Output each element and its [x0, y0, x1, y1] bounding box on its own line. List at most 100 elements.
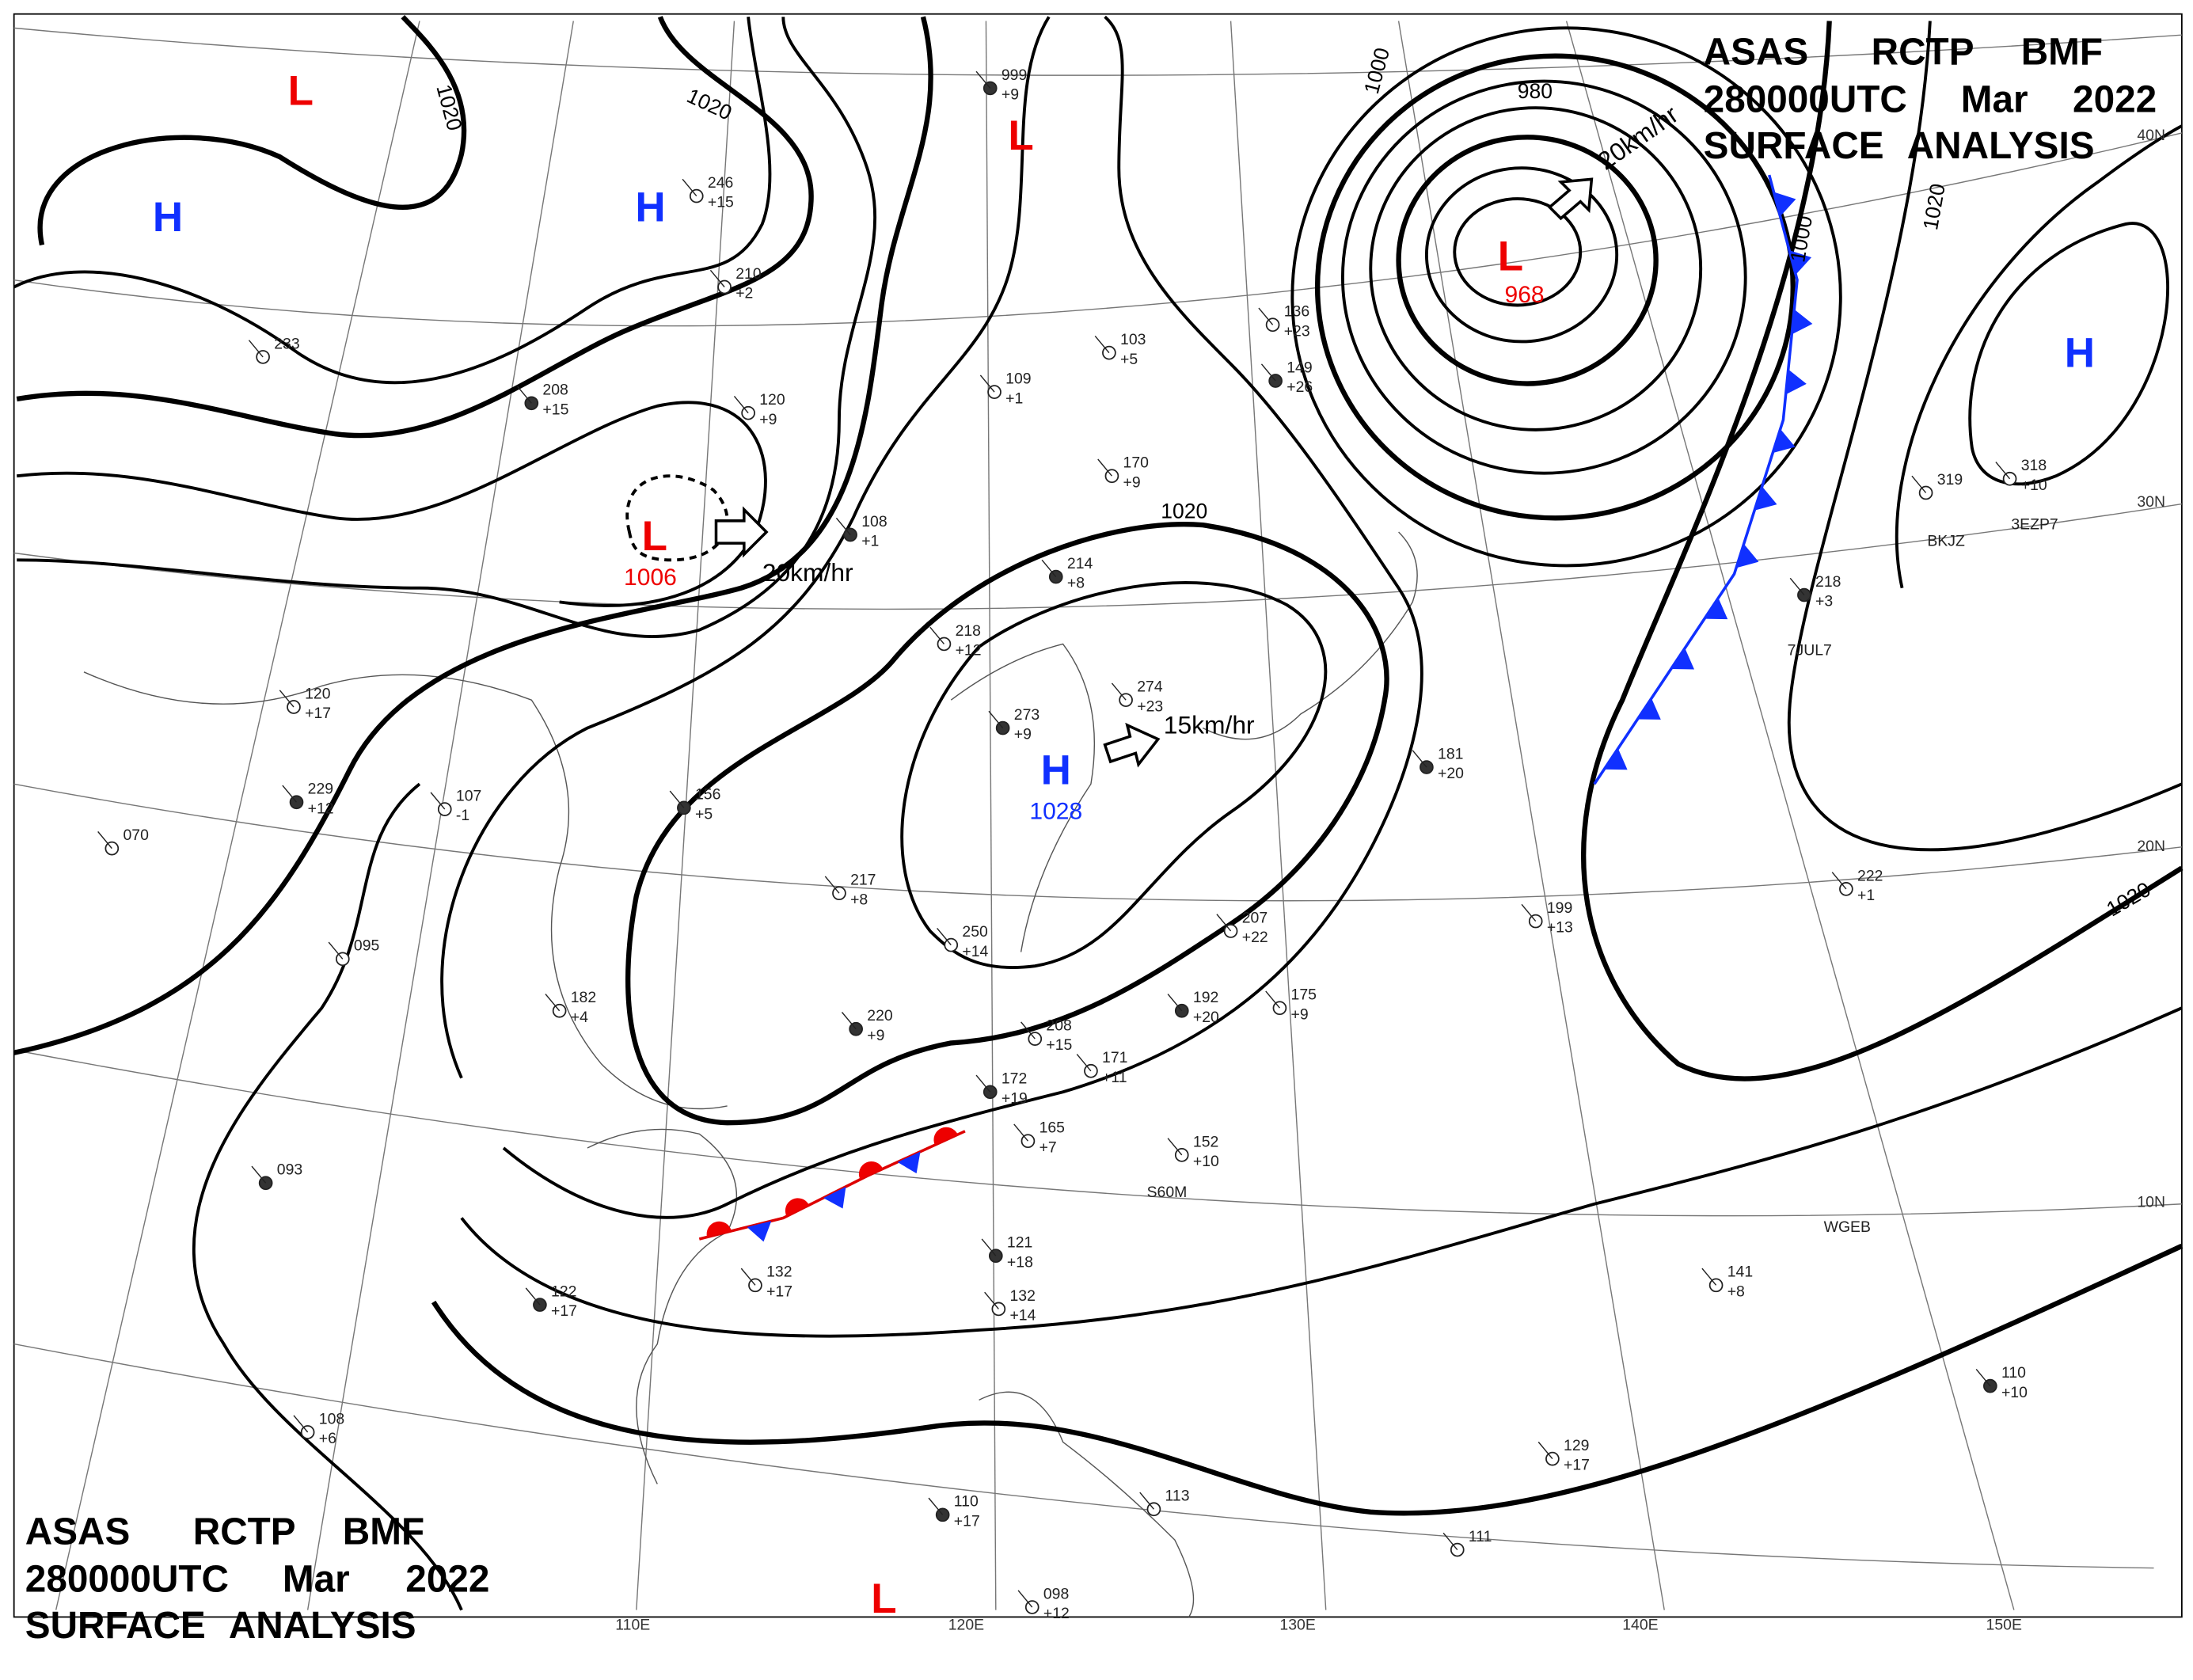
- station-pressure: 273: [1014, 706, 1039, 724]
- station-wind: [545, 994, 561, 1012]
- station-pressure: 107: [456, 787, 481, 804]
- geo-labels: 40N 30N 20N 10N 110E 120E 130E 140E 150E…: [615, 127, 2165, 1634]
- isobar: [192, 782, 463, 1611]
- station-wind: [733, 395, 749, 414]
- isobar: [431, 1243, 2183, 1516]
- station-pressure: 182: [571, 989, 596, 1006]
- isobar: [1895, 124, 2183, 589]
- cold-front: [1593, 174, 1799, 785]
- cold-front-barb: [897, 1151, 921, 1174]
- header-text: ASAS: [25, 1511, 131, 1553]
- latitude-label: 40N: [2137, 127, 2165, 144]
- isobar-label: 980: [1518, 79, 1553, 103]
- station-pressure: 132: [1009, 1287, 1035, 1305]
- station-circle: [1146, 1502, 1161, 1517]
- pressure-systems: H H H 1028 H L L L 1006 L 968 L: [153, 68, 2095, 1623]
- station-wind: [1521, 903, 1537, 922]
- low-rings: [1290, 26, 1842, 568]
- station-wind: [97, 830, 112, 850]
- station-tendency: +20: [1438, 765, 1464, 782]
- station-wind: [1831, 872, 1847, 890]
- low-marker: L: [871, 1575, 896, 1622]
- station-wind: [293, 1415, 309, 1433]
- station-pressure: 214: [1067, 555, 1093, 572]
- station-tendency: +14: [962, 943, 988, 960]
- cold-front-barb: [1789, 250, 1812, 275]
- header-text: 2022: [2073, 78, 2157, 120]
- station-wind: [430, 792, 446, 810]
- isobar: [37, 15, 467, 246]
- ship-code: S60M: [1147, 1184, 1188, 1201]
- cold-front-barb: [1785, 369, 1807, 395]
- warm-front-semicircle: [858, 1161, 884, 1180]
- header-text: BMF: [343, 1511, 424, 1553]
- motion-arrow: [714, 506, 769, 558]
- station-tendency: +8: [850, 891, 868, 908]
- station-wind: [248, 340, 264, 358]
- station-circle: [552, 1003, 567, 1018]
- station-pressure: 103: [1120, 331, 1146, 348]
- station-pressure: 129: [1564, 1437, 1589, 1454]
- station-wind: [835, 517, 851, 535]
- high-marker: H: [2065, 329, 2095, 376]
- station-wind: [1094, 335, 1110, 354]
- station-wind: [1167, 994, 1183, 1012]
- station-tendency: +12: [1043, 1605, 1070, 1622]
- station-pressure: 170: [1123, 454, 1150, 472]
- station-wind: [525, 1287, 541, 1306]
- isobar: [1580, 21, 2183, 1081]
- longitude-label: 140E: [1622, 1616, 1658, 1633]
- header-text: Mar: [283, 1559, 350, 1601]
- isobar: [13, 16, 933, 1055]
- station-pressure: 208: [542, 382, 568, 399]
- station-pressure: 181: [1438, 745, 1463, 762]
- station-pressure: 152: [1193, 1133, 1218, 1150]
- coastline: [979, 1391, 1195, 1617]
- station-circle: [289, 795, 304, 810]
- station-tendency: +18: [1007, 1253, 1033, 1271]
- header-text: 2022: [405, 1559, 489, 1601]
- station-tendency: +1: [1857, 887, 1875, 904]
- isobar: [1340, 79, 1747, 475]
- station-wind: [981, 1238, 997, 1256]
- cold-front-barb: [1773, 428, 1796, 454]
- cold-front-barb: [823, 1186, 846, 1209]
- longitude-line: [306, 21, 574, 1610]
- station-pressure: 132: [766, 1264, 792, 1281]
- station-pressure: 318: [2021, 457, 2047, 474]
- station-tendency: +17: [1564, 1457, 1590, 1474]
- station-wind: [975, 1074, 991, 1093]
- cold-front-barb: [1604, 748, 1628, 770]
- station-wind: [1995, 462, 2011, 480]
- station-tendency: +8: [1067, 575, 1085, 592]
- longitude-line: [1565, 21, 2015, 1610]
- low-pressure: 968: [1505, 282, 1545, 308]
- station-pressure: 108: [319, 1410, 344, 1427]
- high-marker: H: [1041, 747, 1071, 793]
- station-wind: [1701, 1268, 1717, 1286]
- station-tendency: +9: [867, 1027, 884, 1044]
- station-tendency: +17: [766, 1283, 792, 1300]
- motion-label: 20km/hr: [762, 558, 853, 587]
- station-tendency: +15: [542, 401, 568, 418]
- low-marker: L: [1498, 233, 1523, 279]
- isobar: [1424, 166, 1619, 344]
- coastline: [83, 671, 728, 1110]
- isobar: [17, 17, 877, 638]
- station-tendency: +23: [1137, 697, 1163, 715]
- latitude-line: [13, 1343, 2154, 1569]
- station-circle: [689, 188, 704, 203]
- coastline: [1202, 531, 1418, 740]
- header-text: 280000UTC: [1704, 78, 1907, 120]
- header-text: RCTP: [1872, 31, 1974, 73]
- station-circle: [1420, 760, 1434, 774]
- station-wind: [984, 1291, 999, 1309]
- station-pressure: 250: [962, 923, 988, 941]
- cold-front-barb: [747, 1221, 772, 1242]
- station-tendency: +6: [319, 1430, 336, 1447]
- station-plots: 999 +9 246 +15 210 +2 108 +1 109 +1 103 +5 149 +26 136…: [97, 67, 2047, 1622]
- station-tendency: +26: [1287, 378, 1313, 396]
- station-pressure: 172: [1001, 1070, 1027, 1088]
- station-tendency: +14: [1009, 1307, 1036, 1325]
